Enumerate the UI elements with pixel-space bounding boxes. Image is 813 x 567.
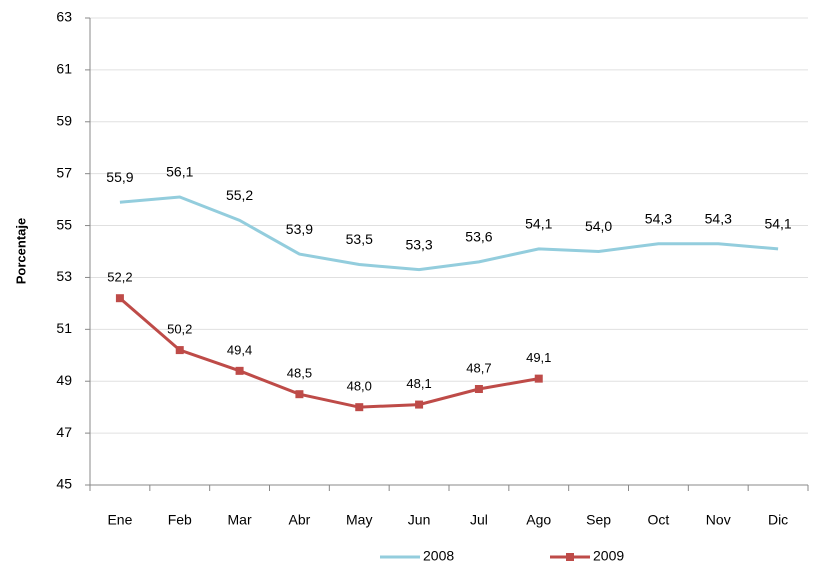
y-tick-label: 45 — [56, 476, 72, 492]
data-label: 53,5 — [346, 231, 373, 247]
data-label: 53,3 — [405, 236, 432, 252]
y-tick-label: 63 — [56, 9, 72, 25]
y-tick-label: 55 — [56, 216, 72, 232]
x-tick-label: Dic — [768, 512, 788, 528]
data-label: 50,2 — [167, 322, 192, 337]
legend-label: 2009 — [593, 548, 624, 564]
y-tick-label: 61 — [56, 61, 72, 77]
data-label: 55,2 — [226, 187, 253, 203]
legend-label: 2008 — [423, 548, 454, 564]
x-tick-label: Jun — [408, 512, 431, 528]
y-tick-label: 57 — [56, 164, 72, 180]
legend-marker — [566, 553, 574, 561]
marker — [295, 390, 304, 399]
marker — [355, 403, 364, 412]
x-tick-label: Jul — [470, 512, 488, 528]
data-label: 48,0 — [347, 379, 372, 394]
data-label: 54,1 — [764, 216, 791, 232]
marker — [415, 400, 424, 409]
series-line — [119, 195, 779, 272]
series-line — [118, 297, 540, 409]
y-tick-label: 59 — [56, 112, 72, 128]
x-tick-label: Ene — [107, 512, 132, 528]
data-label: 49,4 — [227, 342, 252, 357]
data-label: 53,6 — [465, 229, 492, 245]
x-tick-label: May — [346, 512, 372, 528]
data-label: 54,0 — [585, 218, 612, 234]
data-label: 48,1 — [406, 376, 431, 391]
x-tick-label: Sep — [586, 512, 611, 528]
data-label: 54,1 — [525, 216, 552, 232]
data-label: 55,9 — [106, 169, 133, 185]
data-label: 56,1 — [166, 164, 193, 180]
marker — [534, 374, 543, 383]
data-label: 53,9 — [286, 221, 313, 237]
data-label: 48,7 — [466, 360, 491, 375]
marker — [235, 366, 244, 375]
x-tick-label: Mar — [228, 512, 252, 528]
y-axis-label: Porcentaje — [13, 218, 28, 284]
x-tick-label: Abr — [289, 512, 311, 528]
marker — [175, 346, 184, 355]
y-tick-label: 51 — [56, 320, 72, 336]
y-tick-label: 47 — [56, 424, 72, 440]
x-tick-label: Feb — [168, 512, 192, 528]
data-label: 49,1 — [526, 350, 551, 365]
y-tick-label: 49 — [56, 372, 72, 388]
data-label: 52,2 — [107, 270, 132, 285]
data-label: 54,3 — [645, 210, 672, 226]
marker — [115, 294, 124, 303]
y-tick-label: 53 — [56, 268, 72, 284]
x-tick-label: Ago — [526, 512, 551, 528]
data-label: 48,5 — [287, 366, 312, 381]
marker — [474, 385, 483, 394]
x-tick-label: Nov — [706, 512, 731, 528]
data-label: 54,3 — [705, 210, 732, 226]
x-tick-label: Oct — [648, 512, 670, 528]
